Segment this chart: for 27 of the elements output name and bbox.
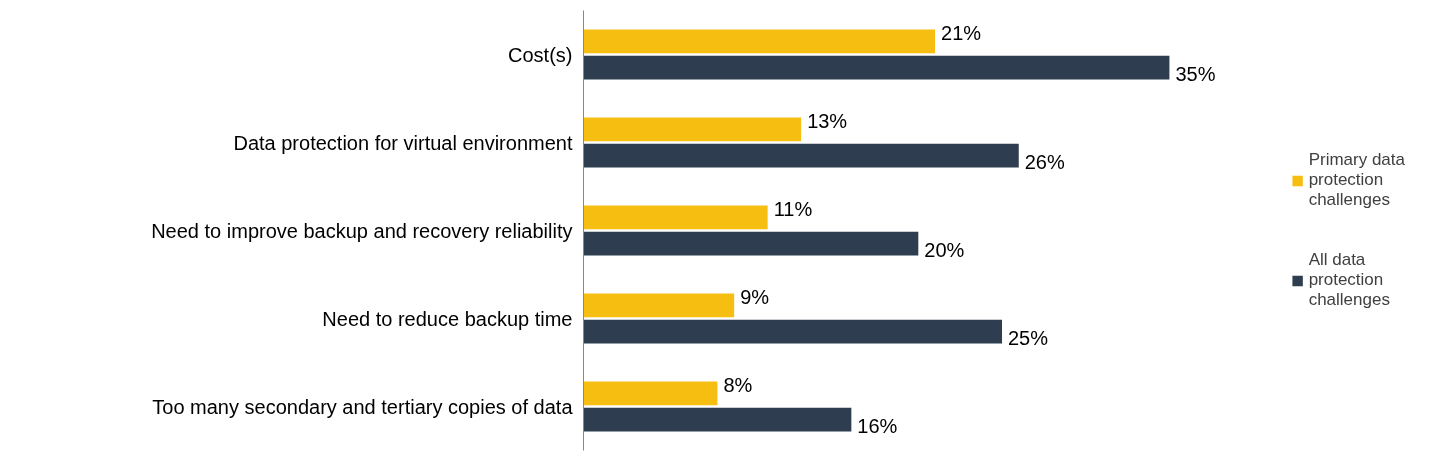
bar	[583, 319, 1003, 344]
bar	[583, 205, 768, 230]
bar	[583, 55, 1170, 80]
bar	[583, 231, 919, 256]
data-label: 9%	[740, 286, 770, 309]
data-label: 25%	[1008, 326, 1049, 349]
y-tick-label: Cost(s)	[508, 43, 573, 66]
y-tick-label: Need to improve backup and recovery reliability	[151, 219, 573, 242]
y-tick-label: Too many secondary and tertiary copies of data	[152, 395, 574, 418]
bar	[583, 29, 936, 54]
bar	[583, 143, 1019, 168]
data-label: 26%	[1024, 150, 1065, 173]
data-label: 8%	[723, 374, 753, 397]
data-label: 20%	[924, 238, 965, 261]
data-label: 21%	[941, 22, 982, 45]
bar	[583, 293, 735, 318]
data-label: 16%	[857, 414, 898, 437]
y-tick-label: Need to reduce backup time	[322, 307, 573, 330]
bar	[583, 381, 718, 406]
data-label: 13%	[807, 110, 848, 133]
legend-label: Primary data protection challenges	[1308, 150, 1405, 210]
bar	[583, 407, 852, 432]
data-label: 35%	[1175, 62, 1216, 85]
y-tick-label: Data protection for virtual environment	[233, 131, 573, 154]
bar	[583, 117, 802, 142]
legend-label: All data protection challenges	[1308, 250, 1390, 310]
data-label: 11%	[773, 198, 813, 221]
